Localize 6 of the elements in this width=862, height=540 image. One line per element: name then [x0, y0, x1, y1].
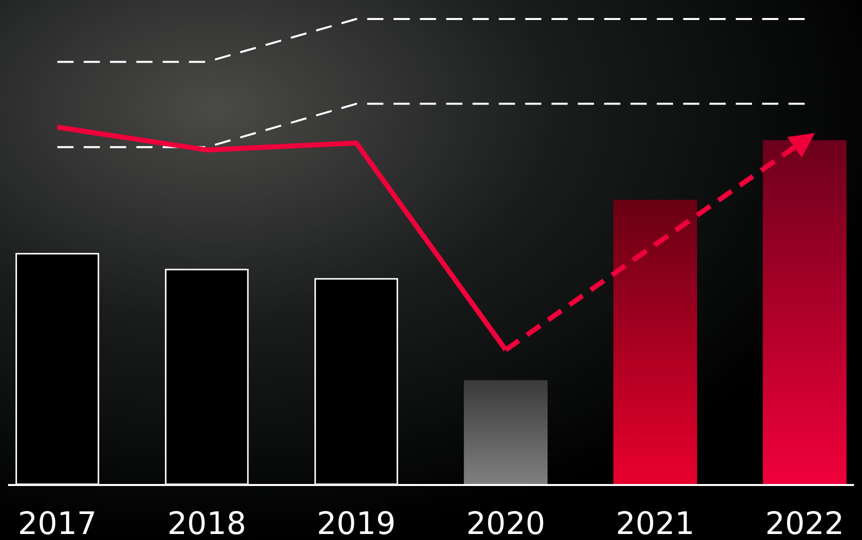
- x-tick-label: 2019: [316, 506, 396, 540]
- x-tick-label: 2018: [167, 506, 246, 540]
- x-tick-label: 2021: [616, 506, 695, 540]
- x-tick-label: 2017: [18, 506, 97, 540]
- x-tick-label: 2020: [466, 506, 546, 540]
- x-tick-label: 2022: [765, 506, 844, 540]
